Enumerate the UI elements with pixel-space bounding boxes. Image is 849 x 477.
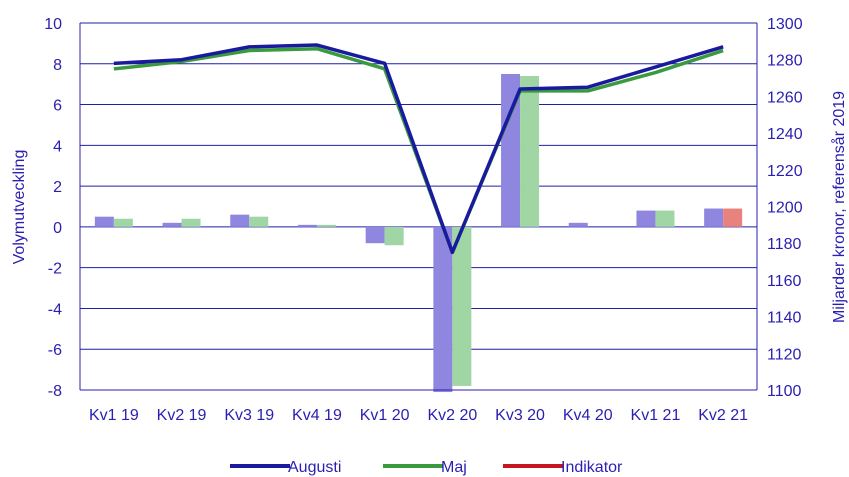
x-tick-label: Kv2 21 [698, 407, 748, 424]
left-tick-label: 6 [53, 98, 62, 115]
x-tick-label: Kv2 19 [157, 407, 207, 424]
x-tick-label: Kv3 19 [224, 407, 274, 424]
left-tick-label: -4 [48, 301, 62, 318]
bar [655, 210, 675, 227]
bar [384, 226, 404, 246]
bar [230, 214, 250, 227]
right-tick-label: 1300 [767, 16, 803, 33]
left-tick-label: 2 [53, 179, 62, 196]
right-axis-ticks: 1100 1120 1140 1160 1180 1200 1220 1240 1260 1280… [767, 16, 803, 400]
legend-label: Maj [441, 459, 467, 476]
right-tick-label: 1280 [767, 53, 803, 70]
right-axis-label: Miljarder kronor, referensår 2019 [830, 91, 848, 323]
bars [94, 73, 743, 393]
x-tick-label: Kv1 20 [360, 407, 410, 424]
gridlines [80, 22, 757, 391]
left-tick-label: -8 [48, 383, 62, 400]
bar [568, 222, 588, 227]
bar [452, 226, 472, 386]
bar [113, 218, 133, 227]
x-tick-label: Kv2 20 [427, 407, 477, 424]
right-tick-label: 1100 [767, 383, 802, 400]
right-tick-label: 1200 [767, 200, 803, 217]
x-axis-ticks: Kv1 19 Kv2 19 Kv3 19 Kv4 19 Kv1 20 Kv2 20 Kv3 … [89, 407, 748, 424]
axes [79, 23, 758, 391]
left-tick-label: 4 [53, 138, 62, 155]
legend-label: Augusti [288, 459, 341, 476]
left-tick-label: 8 [53, 57, 62, 74]
bar [162, 222, 182, 227]
bar [365, 226, 385, 244]
lines [113, 43, 724, 255]
left-axis-ticks: -8 -6 -4 -2 0 2 4 6 8 10 [44, 16, 62, 400]
right-tick-label: 1220 [767, 163, 803, 180]
bar [181, 218, 201, 227]
x-tick-label: Kv1 19 [89, 407, 139, 424]
right-tick-label: 1120 [767, 346, 802, 363]
left-tick-label: 0 [53, 220, 62, 237]
x-tick-label: Kv4 20 [563, 407, 613, 424]
bar [636, 210, 656, 227]
right-tick-label: 1240 [767, 126, 803, 143]
x-tick-label: Kv4 19 [292, 407, 342, 424]
left-tick-label: -6 [48, 342, 62, 359]
right-tick-label: 1140 [767, 310, 802, 327]
legend: Augusti Maj Indikator [230, 459, 623, 476]
bar [520, 76, 540, 227]
right-tick-label: 1160 [767, 273, 802, 290]
left-axis-label: Volymutveckling [11, 150, 28, 265]
x-tick-label: Kv3 20 [495, 407, 545, 424]
series-line [113, 46, 724, 255]
bar [94, 216, 114, 227]
bar [723, 208, 743, 227]
bar [249, 216, 269, 227]
left-tick-label: -2 [48, 261, 62, 278]
bar [297, 224, 317, 227]
x-tick-label: Kv1 21 [631, 407, 681, 424]
right-tick-label: 1260 [767, 89, 803, 106]
bar [501, 73, 521, 227]
bar [704, 208, 724, 227]
series-line [113, 43, 724, 255]
right-tick-label: 1180 [767, 236, 802, 253]
bar [433, 226, 453, 393]
left-tick-label: 10 [44, 16, 62, 33]
legend-label: Indikator [561, 459, 623, 476]
bar [316, 224, 336, 227]
